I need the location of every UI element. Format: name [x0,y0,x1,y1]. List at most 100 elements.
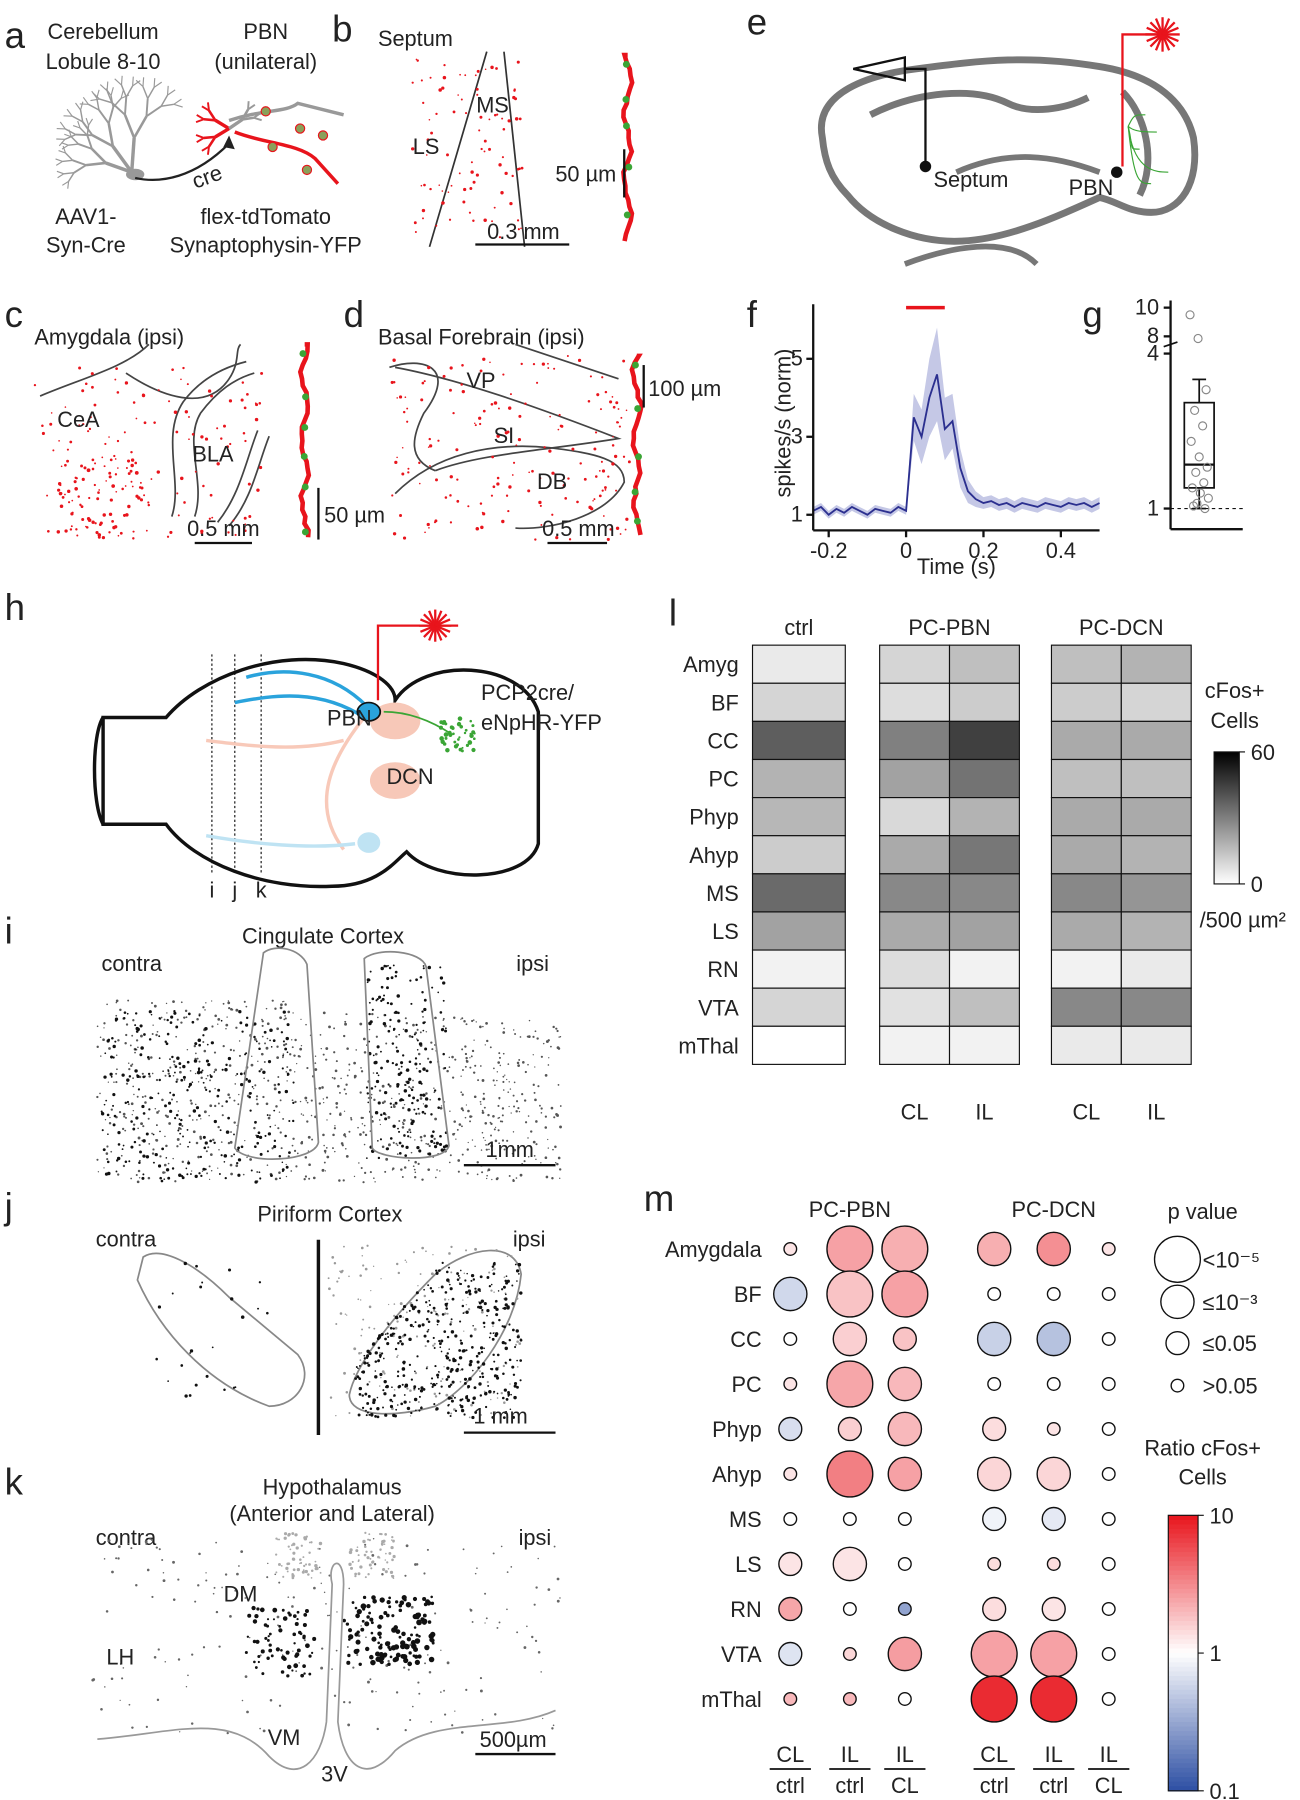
cell-dot [114,1041,116,1043]
cell-dot [34,384,36,386]
cell-dot [166,1042,169,1045]
cell-dot [175,1026,178,1029]
cell-dot [135,495,138,498]
cell-dot [414,1626,417,1629]
cell-dot [364,1357,366,1359]
colorbar-step [1168,1603,1198,1608]
cell-dot [413,1387,415,1389]
cell-dot [164,1172,166,1174]
cell-dot [115,458,117,460]
cell-dot [411,1120,415,1124]
cell-dot [588,400,591,403]
cell-dot [367,1412,369,1414]
colorbar-step [1168,1782,1198,1787]
arrow-head [223,135,234,149]
cell-dot [407,471,409,473]
cell-dot [187,1162,190,1165]
cell-dot [368,1612,371,1615]
cell-dot [473,1071,475,1073]
cell-dot [323,1102,324,1103]
cell-dot [151,1539,153,1541]
cell-dot [248,1079,251,1082]
cell-dot [108,1047,111,1050]
synapse [623,61,630,68]
scale-label: 0.5 mm [187,516,259,541]
cell-dot [178,1174,181,1177]
cell-dot [385,965,387,967]
cell-dot [324,1592,325,1593]
cell-dot [204,1009,206,1011]
cell-dot [404,1089,407,1092]
cell-dot [121,1155,123,1157]
cell-dot [373,1099,375,1101]
cell-dot [401,1343,404,1346]
cell-dot [280,1131,282,1133]
synapse [299,350,306,357]
cell-dot [41,425,43,428]
bubble [983,1508,1006,1531]
cell-dot [136,1027,139,1030]
region-name: Piriform Cortex [257,1201,402,1226]
bubble [1047,1378,1060,1391]
cell-dot [422,1597,426,1601]
colorbar-step [1168,1768,1198,1773]
cell-dot [325,1047,328,1050]
dendrite [100,85,107,91]
heatmap-cell [950,1026,1020,1064]
cell-dot [247,1636,249,1638]
cell-dot [424,1048,427,1051]
cell-dot [388,1596,391,1599]
panel-label: i [5,911,13,952]
cell-dot [423,1135,426,1138]
cell-dot [478,1382,481,1385]
cell-dot [115,1081,117,1083]
cell-dot [278,1625,281,1628]
cell-dot [367,1681,370,1684]
dendrite [107,82,108,91]
cell-dot [409,1060,412,1063]
cell-dot [522,1061,525,1064]
cell-dot [365,1576,367,1578]
cell-dot [547,1139,548,1140]
cell-dot [486,1315,488,1317]
column-label: IL [975,1099,993,1124]
cell-dot [216,427,218,429]
cell-dot [429,438,431,440]
cell-dot [436,1142,439,1145]
cell-dot [282,1055,284,1057]
cell-dot [279,1155,281,1157]
cell-dot [354,1176,355,1177]
cell-dot [384,1338,387,1341]
cell-dot [239,1021,242,1024]
cell-dot [457,1159,460,1162]
cell-dot [408,1160,410,1162]
cell-dot [366,1362,368,1364]
cell-dot [177,1019,179,1021]
cell-dot [546,1040,549,1043]
cell-dot [228,1268,231,1271]
cell-dot [103,1148,106,1151]
cell-dot [59,484,61,486]
cell-dot [224,1068,227,1071]
cell-dot [468,740,473,745]
cell-dot [417,1310,420,1313]
cell-dot [194,1601,196,1603]
cell-dot [527,1064,529,1066]
cell-dot [136,1074,138,1076]
cell-dot [489,362,491,364]
synapse [302,483,309,490]
row-label: LS [712,919,739,944]
cell-dot [388,1568,390,1570]
cell-dot [70,528,72,530]
cell-dot [502,1114,504,1116]
bubble [827,1451,873,1497]
cell-dot [567,355,569,357]
cell-dot [98,1171,99,1172]
dendrite [133,77,134,86]
cell-dot [415,1638,421,1644]
cell-dot [395,1102,398,1105]
cell-dot [446,153,449,156]
cell-dot [429,1671,432,1674]
cell-dot [198,1114,201,1117]
cell-dot [423,1030,425,1032]
